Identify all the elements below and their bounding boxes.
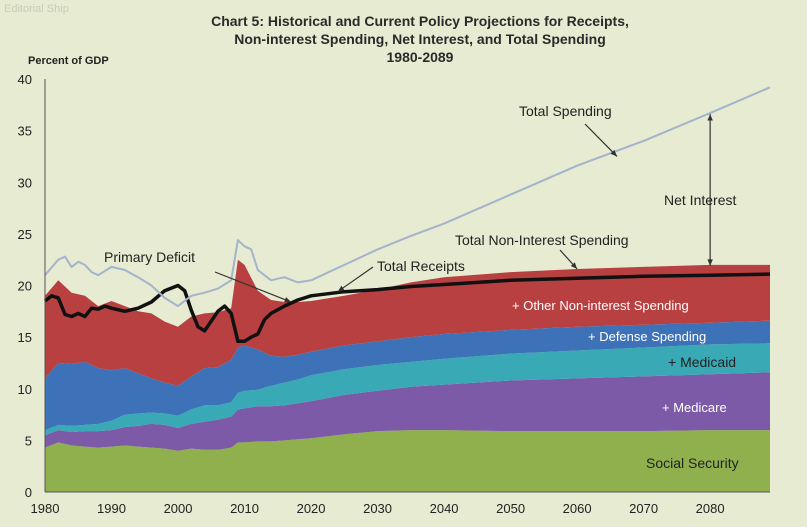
label-defense-spending: + Defense Spending — [588, 329, 706, 344]
area-defense-spending — [45, 320, 770, 431]
x-tick-2000: 2000 — [164, 501, 193, 516]
label-social-security: Social Security — [646, 455, 739, 471]
line-total-receipts — [43, 272, 771, 344]
net-interest-arrow — [707, 114, 713, 266]
chart-title-line-3: 1980-2089 — [386, 49, 454, 65]
x-tick-2060: 2060 — [563, 501, 592, 516]
y-tick-15: 15 — [18, 330, 32, 345]
chart-title: Chart 5: Historical and Current Policy P… — [120, 12, 720, 66]
area-medicaid — [45, 343, 770, 436]
label-medicare: + Medicare — [662, 400, 727, 415]
y-tick-10: 10 — [18, 382, 32, 397]
y-tick-30: 30 — [18, 175, 32, 190]
y-tick-25: 25 — [18, 227, 32, 242]
x-tick-2030: 2030 — [363, 501, 392, 516]
chart-title-line-1: Chart 5: Historical and Current Policy P… — [211, 13, 629, 29]
total-non-interest-arrow — [559, 249, 578, 270]
label-medicaid: + Medicaid — [668, 354, 736, 370]
annotation-total-spending: Total Spending — [519, 103, 612, 119]
label-other-non-interest: + Other Non-interest Spending — [512, 298, 689, 313]
primary-deficit-arrow — [214, 271, 292, 303]
stacked-areas — [45, 259, 770, 492]
area-social-security — [45, 430, 770, 492]
x-tick-2080: 2080 — [696, 501, 725, 516]
line-total-spending — [44, 86, 771, 308]
x-tick-2070: 2070 — [629, 501, 658, 516]
tick-labels: 1980 1990 2000 2010 2020 2030 2040 2050 2060 2070… — [18, 72, 725, 516]
y-tick-35: 35 — [18, 124, 32, 139]
annotation-arrows — [214, 114, 713, 303]
annotation-primary-deficit: Primary Deficit — [104, 249, 195, 265]
series-lines — [43, 86, 771, 344]
annotation-total-non-interest-spending: Total Non-Interest Spending — [455, 232, 629, 248]
y-tick-20: 20 — [18, 279, 32, 294]
x-tick-1990: 1990 — [97, 501, 126, 516]
annotation-net-interest: Net Interest — [664, 192, 736, 208]
y-tick-5: 5 — [25, 433, 32, 448]
x-tick-2040: 2040 — [430, 501, 459, 516]
annotation-total-receipts: Total Receipts — [377, 258, 465, 274]
y-axis-label: Percent of GDP — [28, 55, 109, 67]
watermark: Editorial Ship — [4, 3, 69, 15]
axes — [44, 79, 770, 493]
area-other-non-interest-spending — [45, 259, 770, 386]
x-tick-2050: 2050 — [496, 501, 525, 516]
chart-title-line-2: Non-interest Spending, Net Interest, and… — [234, 31, 606, 47]
total-receipts-arrow — [337, 266, 374, 293]
total-spending-arrow — [584, 123, 618, 157]
y-tick-40: 40 — [18, 72, 32, 87]
y-tick-0: 0 — [25, 485, 32, 500]
x-tick-2010: 2010 — [230, 501, 259, 516]
x-tick-2020: 2020 — [297, 501, 326, 516]
area-medicare — [45, 372, 770, 451]
x-tick-1980: 1980 — [31, 501, 60, 516]
